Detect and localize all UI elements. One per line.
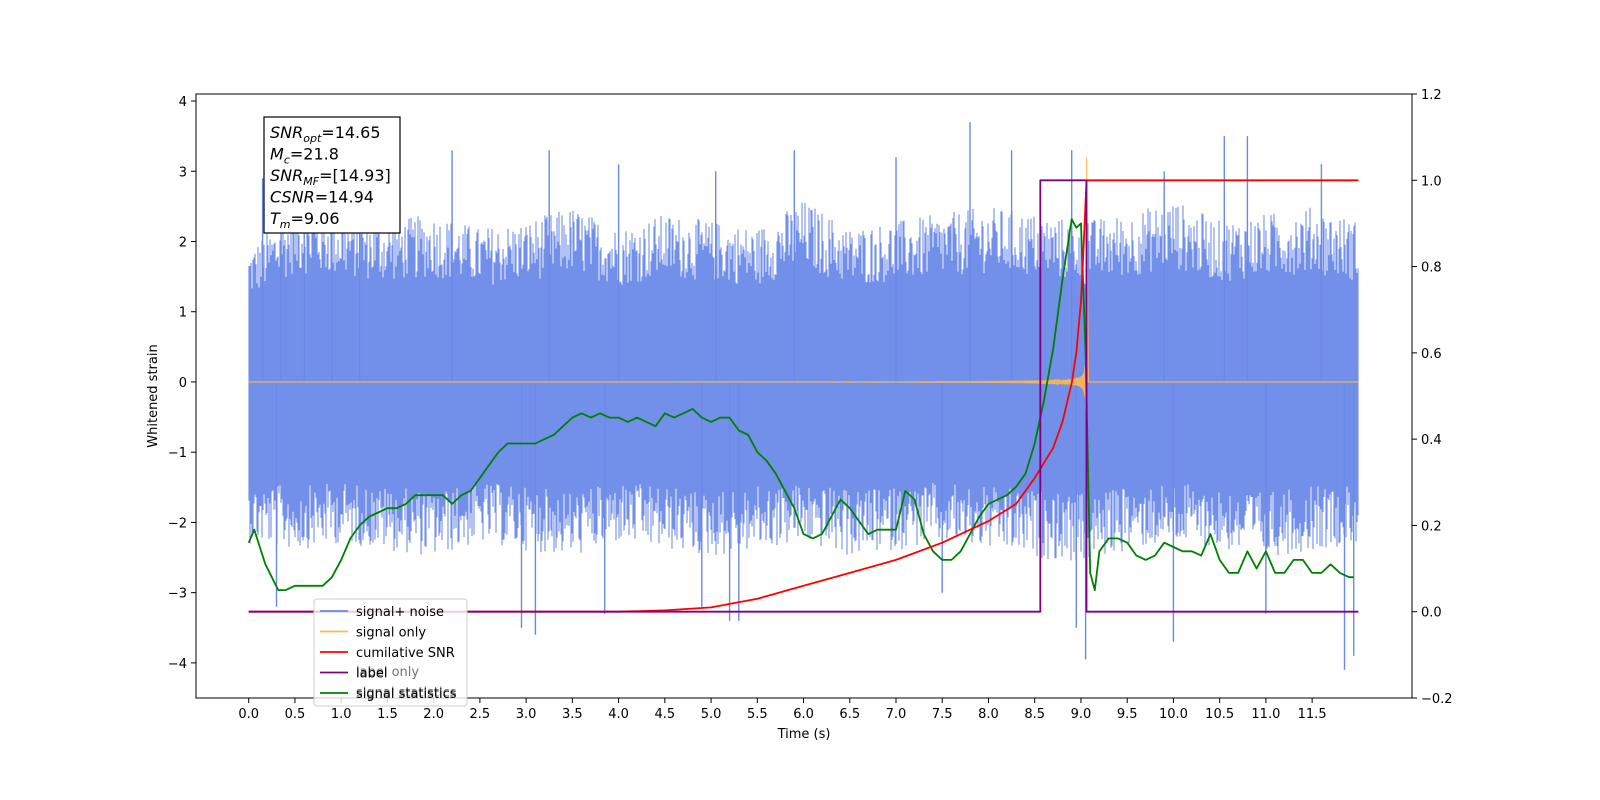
y2-tick-label: 0.2 xyxy=(1421,519,1442,534)
signal-only-layer xyxy=(248,157,1359,409)
y2-tick-label: 0.0 xyxy=(1421,606,1442,621)
x-tick-label: 5.5 xyxy=(747,707,768,722)
legend-label: signal+ noise xyxy=(356,605,444,620)
label-line xyxy=(248,179,1359,613)
signal-only-line xyxy=(248,157,1359,409)
signal-statistics-line xyxy=(247,218,1354,591)
x-tick-label: 2.0 xyxy=(423,707,444,722)
signal-noise-spikes xyxy=(261,122,1355,670)
x-tick-label: 1.5 xyxy=(377,707,398,722)
signal-noise-line xyxy=(248,202,1359,561)
legend-label: label xyxy=(356,667,387,682)
legend-label: signal only xyxy=(356,626,426,641)
x-axis-title: Time (s) xyxy=(777,727,831,742)
y2-tick-label: 0.6 xyxy=(1421,347,1442,362)
x-tick-label: 7.5 xyxy=(932,707,953,722)
x-tick-label: 3.0 xyxy=(516,707,537,722)
y2-tick-label: 1.2 xyxy=(1421,88,1442,103)
x-tick-label: 11.5 xyxy=(1298,707,1327,722)
y-tick-label: 3 xyxy=(179,165,187,180)
x-tick-label: 4.5 xyxy=(654,707,675,722)
annotation-line: SNRMF=[14.93] xyxy=(270,166,391,188)
annotation-line: Tm=9.06 xyxy=(270,209,340,231)
annotation-line: CSNR=14.94 xyxy=(270,188,374,207)
legend-ghost-text: label only xyxy=(356,665,419,680)
annotation-line: Mc=21.8 xyxy=(270,145,339,167)
legend-frame xyxy=(313,598,468,707)
x-tick-label: 9.0 xyxy=(1071,707,1092,722)
x-tick-label: 7.0 xyxy=(886,707,907,722)
x-tick-label: 3.5 xyxy=(562,707,583,722)
y2-tick-label: 0.8 xyxy=(1421,261,1442,276)
annotation-box: SNRopt=14.65Mc=21.8SNRMF=[14.93]CSNR=14.… xyxy=(263,116,401,234)
x-tick-label: 1.0 xyxy=(331,707,352,722)
y-tick-label: −4 xyxy=(168,657,187,672)
annotation-frame xyxy=(263,116,401,234)
curves-layer xyxy=(247,179,1359,613)
axes-layer: 0.0 0.5 1.0 1.5 2.0 2.5 3.0 3.5 4.0 4.5 5.0 5.5 6.0 6… xyxy=(168,88,1453,722)
x-tick-label: 6.5 xyxy=(839,707,860,722)
y2-tick-label: 1.0 xyxy=(1421,174,1442,189)
y-tick-label: −3 xyxy=(168,587,187,602)
x-tick-label: 0.0 xyxy=(238,707,259,722)
x-tick-label: 4.0 xyxy=(608,707,629,722)
x-tick-label: 6.0 xyxy=(793,707,814,722)
cumilative-snr-line xyxy=(248,179,1359,613)
y-tick-label: −1 xyxy=(168,446,187,461)
x-tick-label: 8.5 xyxy=(1024,707,1045,722)
legend-label: signal statistics xyxy=(356,687,457,702)
signal-noise-layer xyxy=(248,122,1359,670)
legend-ghost-text: signal statistics xyxy=(356,686,457,701)
y-tick-label: 2 xyxy=(179,235,187,250)
y2-tick-label: 0.4 xyxy=(1421,433,1442,448)
y-axis-title: Whitened strain xyxy=(146,344,161,447)
x-tick-label: 0.5 xyxy=(285,707,306,722)
x-tick-label: 5.0 xyxy=(701,707,722,722)
x-tick-label: 11.0 xyxy=(1251,707,1280,722)
x-tick-label: 10.5 xyxy=(1205,707,1234,722)
annotation-line: SNRopt=14.65 xyxy=(270,123,381,145)
legend: label only signal statistics signal+ noise… xyxy=(313,598,468,707)
y-tick-label: 1 xyxy=(179,306,187,321)
x-tick-label: 2.5 xyxy=(470,707,491,722)
y2-tick-label: −0.2 xyxy=(1421,692,1453,707)
y-tick-label: 4 xyxy=(179,95,187,110)
legend-label: cumilative SNR xyxy=(356,646,455,661)
x-tick-label: 8.0 xyxy=(978,707,999,722)
y-tick-label: −2 xyxy=(168,516,187,531)
x-tick-label: 10.0 xyxy=(1159,707,1188,722)
x-tick-label: 9.5 xyxy=(1117,707,1138,722)
y-tick-label: 0 xyxy=(179,376,187,391)
